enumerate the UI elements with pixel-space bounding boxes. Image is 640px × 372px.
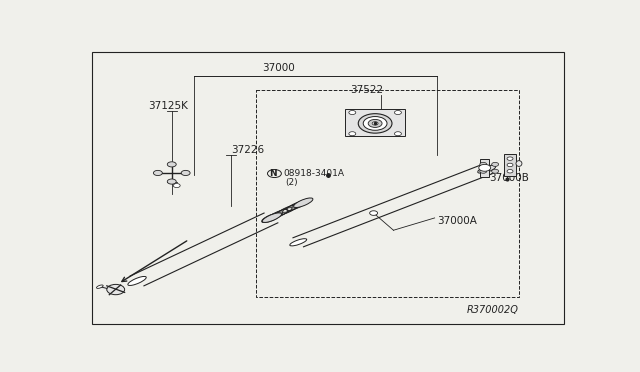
Circle shape <box>167 162 176 167</box>
Text: 37000B: 37000B <box>489 173 529 183</box>
Circle shape <box>507 170 513 173</box>
Circle shape <box>507 163 513 167</box>
Circle shape <box>492 169 499 173</box>
Text: (2): (2) <box>285 178 298 187</box>
Ellipse shape <box>358 114 392 133</box>
Circle shape <box>181 170 190 176</box>
Circle shape <box>480 169 487 173</box>
Ellipse shape <box>516 161 522 166</box>
Bar <box>504 154 516 176</box>
Ellipse shape <box>262 213 280 222</box>
Circle shape <box>349 110 356 115</box>
Bar <box>346 109 405 136</box>
Circle shape <box>479 164 491 171</box>
Text: 37125K: 37125K <box>148 100 188 110</box>
Circle shape <box>107 284 125 295</box>
Text: 08918-3401A: 08918-3401A <box>284 169 344 178</box>
Circle shape <box>173 183 180 187</box>
Circle shape <box>492 162 499 166</box>
Circle shape <box>349 132 356 136</box>
Ellipse shape <box>364 116 387 130</box>
Circle shape <box>394 110 401 115</box>
Ellipse shape <box>262 213 282 222</box>
Ellipse shape <box>290 239 307 246</box>
Circle shape <box>167 179 176 184</box>
Circle shape <box>394 132 401 136</box>
Circle shape <box>154 170 163 176</box>
Ellipse shape <box>294 198 313 208</box>
Text: 37226: 37226 <box>231 145 264 155</box>
Text: 37522: 37522 <box>350 85 383 95</box>
Circle shape <box>370 211 378 215</box>
Bar <box>480 158 489 177</box>
Text: 37000: 37000 <box>262 63 295 73</box>
Circle shape <box>507 157 513 160</box>
Text: N: N <box>269 169 276 178</box>
Ellipse shape <box>368 119 382 128</box>
Ellipse shape <box>97 285 103 288</box>
Ellipse shape <box>477 165 496 173</box>
Text: R370002Q: R370002Q <box>467 305 519 315</box>
Ellipse shape <box>372 122 378 125</box>
Circle shape <box>480 162 487 166</box>
Ellipse shape <box>128 276 146 285</box>
Text: 37000A: 37000A <box>437 216 477 226</box>
